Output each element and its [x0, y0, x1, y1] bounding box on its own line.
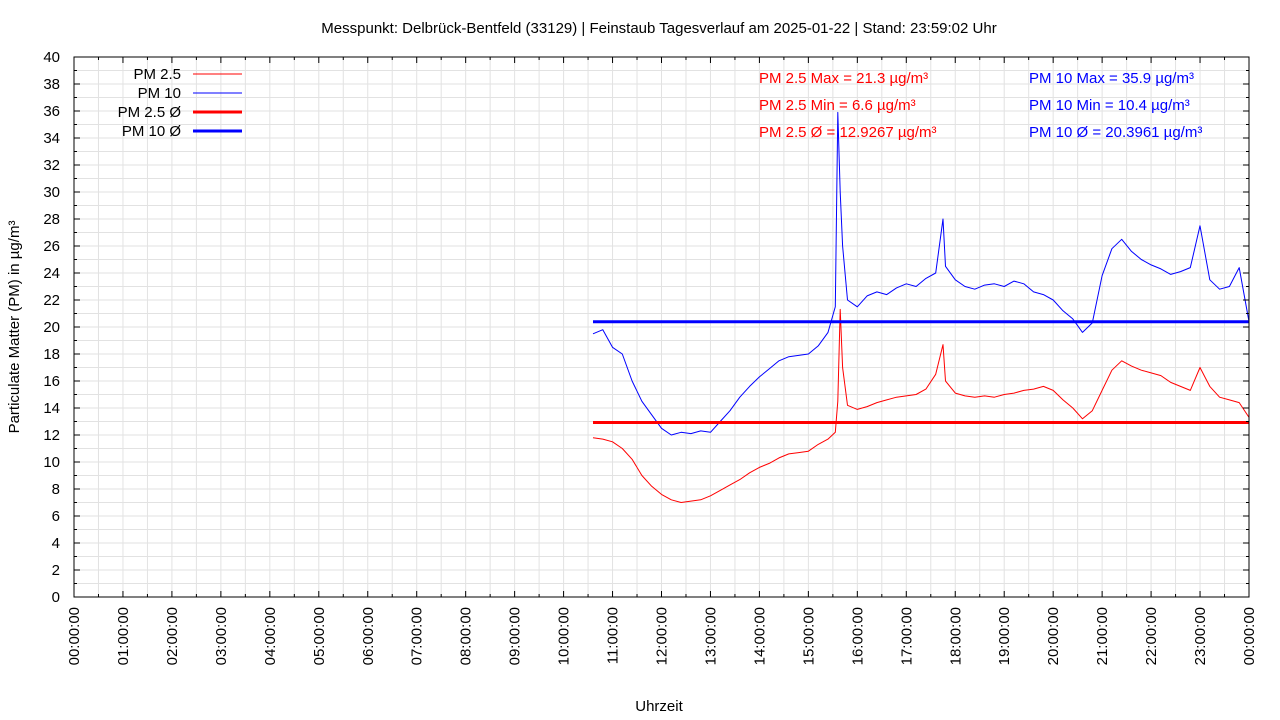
y-tick-label: 0	[52, 589, 60, 606]
pm25-avg-annotation: PM 2.5 Ø = 12.9267 µg/m³	[759, 124, 936, 141]
y-tick-label: 16	[43, 373, 60, 390]
x-tick-label: 12:00:00	[654, 607, 671, 665]
legend-label: PM 2.5 Ø	[118, 104, 182, 121]
y-tick-label: 20	[43, 319, 60, 336]
x-tick-label: 08:00:00	[458, 607, 475, 665]
stats-annotations: PM 2.5 Max = 21.3 µg/m³ PM 2.5 Min = 6.6…	[759, 70, 1202, 141]
x-axis-title: Uhrzeit	[635, 698, 683, 715]
legend: PM 2.5 PM 10 PM 2.5 Ø PM 10 Ø	[118, 66, 242, 140]
legend-item-pm25: PM 2.5	[133, 66, 242, 83]
x-tick-label: 21:00:00	[1094, 607, 1111, 665]
pm25-min-annotation: PM 2.5 Min = 6.6 µg/m³	[759, 97, 916, 114]
legend-label: PM 10 Ø	[122, 123, 182, 140]
y-tick-label: 14	[43, 400, 60, 417]
y-tick-label: 24	[43, 265, 60, 282]
y-tick-label: 8	[52, 481, 60, 498]
x-tick-label: 00:00:00	[1241, 607, 1258, 665]
pm25-max-annotation: PM 2.5 Max = 21.3 µg/m³	[759, 70, 928, 87]
y-tick-label: 10	[43, 454, 60, 471]
y-tick-label: 34	[43, 130, 60, 147]
x-tick-label: 11:00:00	[605, 607, 622, 664]
x-tick-label: 19:00:00	[996, 607, 1013, 665]
y-tick-label: 6	[52, 508, 60, 525]
y-tick-label: 28	[43, 211, 60, 228]
ticks: 024681012141618202224262830323436384000:…	[43, 49, 1258, 665]
x-tick-label: 02:00:00	[164, 607, 181, 665]
y-tick-label: 22	[43, 292, 60, 309]
y-tick-label: 40	[43, 49, 60, 66]
y-tick-label: 18	[43, 346, 60, 363]
x-tick-label: 20:00:00	[1045, 607, 1062, 665]
x-tick-label: 16:00:00	[849, 607, 866, 665]
pm10-line	[592, 111, 1250, 436]
pm10-avg-annotation: PM 10 Ø = 20.3961 µg/m³	[1029, 124, 1202, 141]
x-tick-label: 05:00:00	[311, 607, 328, 665]
legend-item-pm25-average: PM 2.5 Ø	[118, 104, 242, 121]
pm25-line	[592, 308, 1250, 503]
legend-item-pm10-average: PM 10 Ø	[122, 123, 242, 140]
pm10-min-annotation: PM 10 Min = 10.4 µg/m³	[1029, 97, 1190, 114]
x-tick-label: 14:00:00	[751, 607, 768, 665]
legend-label: PM 2.5	[133, 66, 181, 83]
grid	[73, 56, 1250, 598]
x-tick-label: 06:00:00	[360, 607, 377, 665]
x-tick-label: 07:00:00	[409, 607, 426, 665]
pm10-max-annotation: PM 10 Max = 35.9 µg/m³	[1029, 70, 1194, 87]
x-tick-label: 00:00:00	[66, 607, 83, 665]
x-tick-label: 13:00:00	[702, 607, 719, 665]
y-tick-label: 38	[43, 76, 60, 93]
legend-item-pm10: PM 10	[138, 85, 242, 102]
y-tick-label: 30	[43, 184, 60, 201]
series-layer	[592, 111, 1250, 503]
y-tick-label: 4	[52, 535, 60, 552]
x-tick-label: 17:00:00	[898, 607, 915, 665]
y-tick-label: 2	[52, 562, 60, 579]
x-tick-label: 03:00:00	[213, 607, 230, 665]
x-tick-label: 15:00:00	[800, 607, 817, 665]
x-tick-label: 09:00:00	[507, 607, 524, 665]
legend-label: PM 10	[138, 85, 181, 102]
y-tick-label: 12	[43, 427, 60, 444]
chart-title: Messpunkt: Delbrück-Bentfeld (33129) | F…	[321, 20, 996, 37]
x-tick-label: 22:00:00	[1143, 607, 1160, 665]
y-axis-title: Particulate Matter (PM) in µg/m³	[6, 221, 23, 434]
y-tick-label: 36	[43, 103, 60, 120]
y-tick-label: 32	[43, 157, 60, 174]
y-tick-label: 26	[43, 238, 60, 255]
x-tick-label: 01:00:00	[115, 607, 132, 665]
x-tick-label: 10:00:00	[556, 607, 573, 665]
x-tick-label: 18:00:00	[947, 607, 964, 665]
x-tick-label: 04:00:00	[262, 607, 279, 665]
x-tick-label: 23:00:00	[1192, 607, 1209, 665]
